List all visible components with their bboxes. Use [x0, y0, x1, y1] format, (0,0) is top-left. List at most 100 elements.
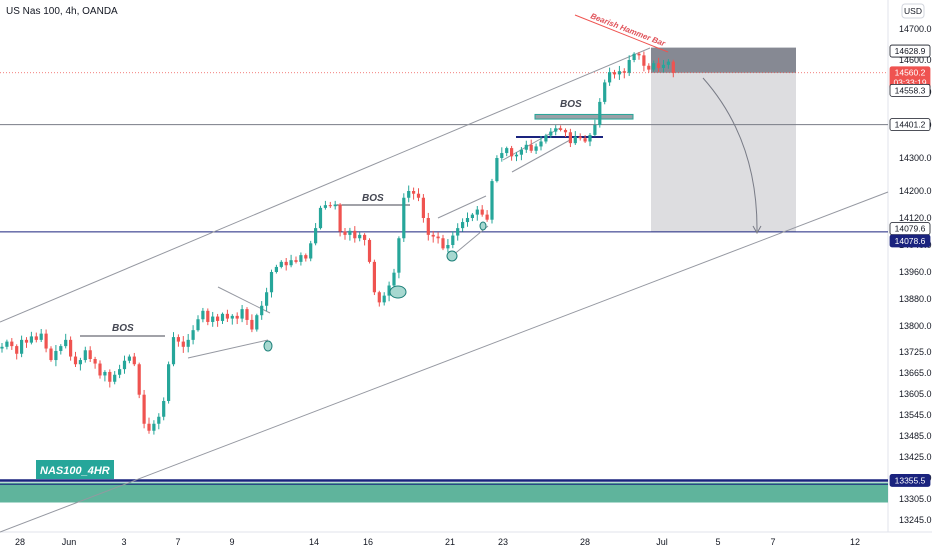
candle-body [510, 148, 514, 157]
candle-body [446, 245, 450, 249]
candle-body [583, 138, 587, 142]
symbol-tag: NAS100_4HR [40, 465, 110, 477]
x-tick-label: Jul [656, 537, 668, 547]
candle-body [69, 339, 73, 357]
candle-body [598, 101, 602, 125]
y-tick-label: 13725.0 [899, 347, 932, 357]
candle-body [397, 238, 401, 273]
price-badge-countdown: 03:33:19 [893, 78, 926, 88]
y-tick-label: 13960.0 [899, 267, 932, 277]
projection-arrow [702, 77, 758, 233]
y-tick-label: 13245.0 [899, 515, 932, 525]
candle-body [39, 333, 43, 340]
candle-body [59, 346, 63, 351]
currency-button[interactable] [901, 3, 925, 19]
candle-body [456, 228, 460, 236]
candle-body [157, 416, 161, 424]
y-tick-label: 14120.0 [899, 213, 932, 223]
price-badge-text: 13355.5 [895, 475, 926, 485]
x-tick-label: 21 [445, 537, 455, 547]
supply-zone-box [651, 47, 796, 73]
candle-body [167, 364, 171, 401]
x-tick-label: 23 [498, 537, 508, 547]
candle-body [652, 63, 656, 70]
x-tick-label: 12 [850, 537, 860, 547]
channel-lower-line [0, 191, 889, 533]
candle-body [387, 285, 391, 296]
currency-label: USD [904, 6, 922, 16]
candle-body [358, 234, 362, 239]
candle-body [559, 128, 563, 130]
x-tick-label: 14 [309, 537, 319, 547]
candle-body [392, 272, 396, 286]
candle-body [44, 333, 48, 349]
candle-body [421, 197, 425, 218]
candle-body [24, 339, 29, 343]
candle-body [186, 339, 190, 347]
candle-body [514, 154, 519, 157]
candle-body [260, 305, 264, 316]
candle-body [608, 72, 612, 83]
candle-body [622, 71, 626, 73]
candle-body [152, 423, 156, 431]
demand-zone [0, 482, 888, 503]
candle-body [127, 356, 131, 361]
candle-body [612, 72, 617, 75]
candle-body [201, 310, 205, 320]
candle-body [603, 82, 607, 102]
candle-body [103, 371, 107, 376]
channel-upper-line [0, 47, 651, 323]
price-badge-text: 14628.9 [895, 46, 926, 56]
candle-body [519, 149, 523, 155]
candle-body [505, 148, 509, 154]
candle-body [524, 144, 528, 150]
candle-body [314, 228, 318, 244]
candle-body [475, 209, 479, 215]
hammer-annotation-line [574, 14, 669, 53]
bos-label: BOS [560, 99, 582, 110]
candle-body [661, 64, 666, 68]
candle-body [265, 292, 269, 306]
candle-body [49, 348, 53, 361]
candle-body [255, 315, 259, 330]
y-tick-label: 13485.0 [899, 431, 932, 441]
x-tick-label: 7 [175, 537, 180, 547]
candle-body [10, 341, 14, 347]
price-badge-text: 14079.6 [895, 224, 926, 234]
candle-body [363, 234, 367, 240]
x-axis-ticks: 28 Jun 3 7 9 14 16 21 23 28 Jul 5 7 12 [15, 537, 860, 547]
y-tick-label: 13800.0 [899, 321, 932, 331]
candle-body [279, 261, 283, 267]
candle-body [250, 319, 254, 330]
x-tick-label: 5 [715, 537, 720, 547]
bos-label: BOS [112, 323, 134, 334]
candle-body [113, 374, 117, 382]
candle-body [348, 230, 352, 235]
candle-body [216, 316, 220, 321]
candle-body [289, 260, 293, 266]
candle-body [64, 339, 68, 347]
candle-body [647, 65, 651, 70]
candle-body [382, 295, 386, 303]
candle-body [78, 360, 82, 365]
candle-body [671, 61, 675, 73]
candle-body [245, 309, 249, 320]
candle-body [299, 255, 303, 262]
candle-body [171, 337, 176, 365]
candle-body [451, 235, 455, 245]
candle-body [637, 53, 641, 56]
x-tick-label: 3 [121, 537, 126, 547]
wedge-line [451, 225, 489, 257]
candle-body [118, 369, 122, 375]
candle-body [480, 209, 484, 215]
candle-body [426, 218, 430, 235]
y-tick-label: 13305.0 [899, 494, 932, 504]
wedge-line [511, 139, 571, 173]
candle-body [657, 63, 661, 68]
x-tick-label: Jun [62, 537, 77, 547]
candle-body [29, 336, 33, 343]
candle-body [593, 125, 597, 135]
candle-body [34, 336, 38, 340]
